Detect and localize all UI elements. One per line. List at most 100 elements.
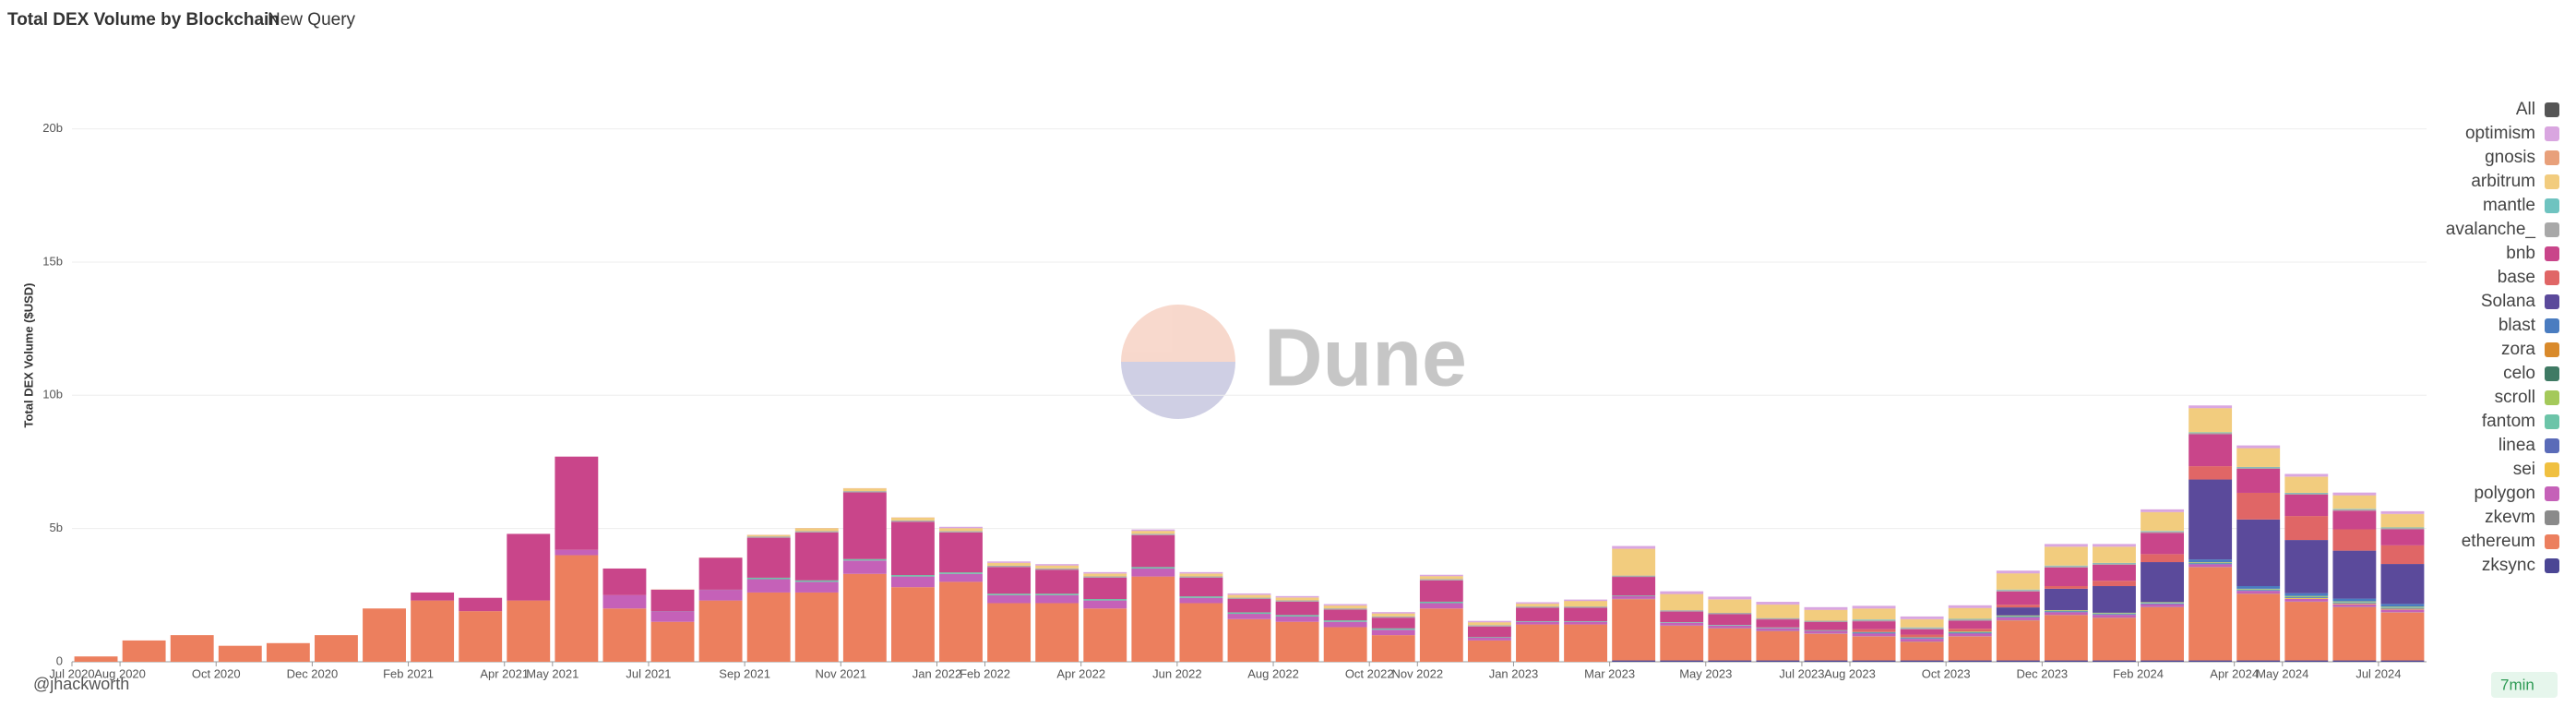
bar-segment [2093,563,2136,564]
bar-segment [1179,598,1222,604]
bar-segment [123,641,166,662]
legend-label[interactable]: base [2498,268,2535,287]
x-tick-label: Feb 2021 [383,666,434,680]
bar-segment [1083,601,1127,609]
legend-label[interactable]: linea [2498,436,2536,455]
bar-segment [1949,619,1992,620]
bar-segment [843,491,887,492]
bar-segment [1324,620,1367,621]
bar-segment [1853,632,1896,633]
bar-segment [1468,625,1511,626]
legend-label[interactable]: celo [2503,364,2535,383]
legend-label[interactable]: sei [2513,460,2535,479]
bar-segment [1228,598,1271,599]
bar-segment [1997,573,2040,589]
legend-label[interactable]: polygon [2474,484,2535,503]
legend-label[interactable]: Solana [2481,292,2536,311]
legend-label[interactable]: blast [2498,316,2536,335]
bar-segment [843,574,887,662]
legend-label[interactable]: zkevm [2485,508,2535,527]
y-tick-label: 0 [56,653,63,667]
bar-segment [987,561,1031,562]
legend-swatch [2545,126,2559,141]
bar-segment [1949,605,1992,608]
tab-label[interactable]: New Query [268,10,356,30]
bar-segment [1612,576,1655,577]
bar-segment [1564,625,1607,662]
legend-label[interactable]: scroll [2495,388,2535,407]
bar-segment [2141,603,2184,604]
bar-segment [411,601,454,662]
bar-segment [2381,514,2425,527]
bar-segment [1949,621,1992,629]
bar-segment [2188,405,2232,408]
legend-swatch [2545,270,2559,285]
x-tick-label: Nov 2021 [815,666,866,680]
bar-segment [747,578,791,579]
bar-segment [2284,477,2328,493]
bar-segment [2093,614,2136,615]
x-tick-label: Jul 2023 [1779,666,1824,680]
bar-segment [2141,509,2184,512]
legend-swatch [2545,294,2559,309]
bar-segment [2093,613,2136,614]
bar-segment [2141,531,2184,532]
bar-segment [1949,629,1992,631]
bar-segment [987,566,1031,567]
bar-segment [1853,629,1896,632]
bar-segment [2188,433,2232,434]
legend-label[interactable]: optimism [2465,124,2535,143]
bar-segment [1420,581,1463,602]
bar-segment [1901,639,1944,641]
bar-segment [2332,607,2376,661]
bar-segment [1228,619,1271,662]
bar-segment [1083,608,1127,662]
bar-segment [2236,449,2280,467]
x-tick-label: Dec 2020 [287,666,339,680]
legend-label[interactable]: zksync [2482,556,2535,575]
bar-segment [1179,603,1222,662]
bar-segment [603,608,647,662]
legend-label[interactable]: gnosis [2485,148,2535,167]
bar-segment [171,635,214,662]
bar-segment [1901,635,1944,638]
bar-segment [1949,631,1992,632]
legend-label[interactable]: bnb [2506,244,2535,263]
x-tick-label: May 2024 [2256,666,2308,680]
bar-segment [1805,631,1848,634]
bar-segment [2188,661,2232,662]
legend-swatch [2545,558,2559,573]
bar-segment [2284,495,2328,516]
legend-label[interactable]: All [2516,100,2535,119]
bar-segment [267,643,310,662]
legend-label[interactable]: fantom [2482,412,2535,431]
legend-label[interactable]: ethereum [2462,532,2535,551]
bar-segment [1131,530,1175,531]
x-tick-label: Oct 2023 [1922,666,1971,680]
bar-segment [2381,527,2425,528]
y-tick-label: 5b [50,521,63,534]
bar-segment [1372,617,1415,629]
bar-segment [1756,619,1799,628]
bar-segment [315,635,358,662]
legend-label[interactable]: zora [2501,340,2535,359]
bar-segment [1997,590,2040,591]
bar-segment [1420,608,1463,662]
legend-label[interactable]: mantle [2483,196,2535,215]
bar-segment [2284,593,2328,596]
bar-segment [1853,633,1896,636]
bar-segment [987,603,1031,662]
bar-segment [1756,661,1799,662]
bar-segment [1083,578,1127,599]
watermark-text: Dune [1264,311,1467,402]
bar-segment [747,580,791,593]
legend-label[interactable]: arbitrum [2471,172,2535,191]
bar-segment [2284,661,2328,662]
bar-segment [2332,602,2376,603]
legend-label[interactable]: avalanche_ [2446,220,2536,239]
bar-segment [1276,596,1319,597]
bar-segment [1805,607,1848,610]
bar-segment [1276,602,1319,615]
bar-segment [651,590,695,611]
bar-segment [2093,586,2136,613]
